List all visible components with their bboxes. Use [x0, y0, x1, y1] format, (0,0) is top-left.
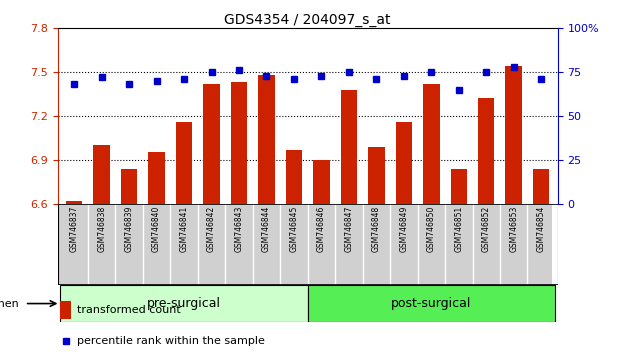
Text: GSM746841: GSM746841: [179, 206, 188, 252]
Text: post-surgical: post-surgical: [391, 297, 472, 310]
Bar: [368, 147, 385, 204]
Bar: [478, 98, 494, 204]
Bar: [203, 84, 220, 204]
Bar: [451, 169, 467, 204]
Bar: [340, 90, 357, 204]
Bar: [148, 153, 165, 204]
Text: GSM746844: GSM746844: [262, 206, 271, 252]
Text: percentile rank within the sample: percentile rank within the sample: [77, 336, 265, 346]
Bar: [66, 201, 83, 204]
Text: GSM746845: GSM746845: [290, 206, 299, 252]
Bar: [286, 149, 302, 204]
Text: GSM746837: GSM746837: [70, 206, 79, 252]
Text: GSM746842: GSM746842: [207, 206, 216, 252]
Text: GSM746852: GSM746852: [482, 206, 491, 252]
Bar: [313, 160, 329, 204]
Bar: [94, 145, 110, 204]
Text: GSM746839: GSM746839: [124, 206, 133, 252]
Bar: [176, 122, 192, 204]
Bar: [423, 84, 440, 204]
Text: GSM746849: GSM746849: [399, 206, 408, 252]
Bar: [506, 66, 522, 204]
Bar: [308, 285, 555, 322]
Text: GSM746847: GSM746847: [344, 206, 353, 252]
Text: transformed count: transformed count: [77, 305, 180, 315]
Text: GSM746851: GSM746851: [454, 206, 463, 252]
Text: GSM746848: GSM746848: [372, 206, 381, 252]
Title: GDS4354 / 204097_s_at: GDS4354 / 204097_s_at: [224, 13, 391, 27]
Bar: [60, 285, 308, 322]
Text: pre-surgical: pre-surgical: [147, 297, 221, 310]
Text: specimen: specimen: [0, 298, 19, 309]
Bar: [121, 169, 137, 204]
Text: GSM746838: GSM746838: [97, 206, 106, 252]
Text: GSM746853: GSM746853: [509, 206, 518, 252]
Bar: [395, 122, 412, 204]
Text: GSM746854: GSM746854: [537, 206, 545, 252]
Bar: [533, 169, 549, 204]
Text: GSM746850: GSM746850: [427, 206, 436, 252]
Text: GSM746840: GSM746840: [152, 206, 161, 252]
Bar: [231, 82, 247, 204]
Bar: [258, 75, 275, 204]
Text: GSM746846: GSM746846: [317, 206, 326, 252]
Bar: [60, 301, 71, 319]
Text: GSM746843: GSM746843: [235, 206, 244, 252]
